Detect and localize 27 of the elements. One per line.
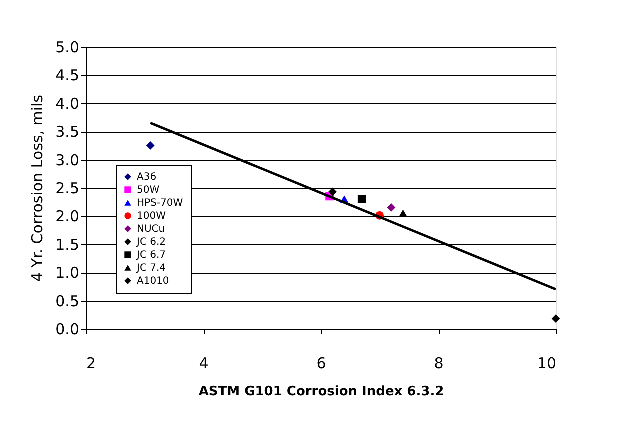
y-tick-label: 3.0 — [56, 151, 80, 170]
legend-label: HPS-70W — [137, 198, 184, 209]
x-tick-label: 6 — [316, 354, 326, 372]
y-tick-label: 2.0 — [56, 208, 80, 226]
legend-label: JC 6.2 — [136, 237, 166, 248]
legend-label: 50W — [137, 185, 160, 196]
legend-label: JC 7.4 — [136, 263, 166, 274]
legend-label: A36 — [137, 172, 157, 183]
y-tick-label: 3.5 — [56, 123, 80, 142]
legend-label: 100W — [137, 211, 166, 222]
x-tick-label: 4 — [199, 354, 209, 372]
y-tick-label: 4.0 — [56, 94, 80, 113]
x-axis-title: ASTM G101 Corrosion Index 6.3.2 — [198, 384, 444, 400]
y-axis-title: 4 Yr. Corrosion Loss, mils — [28, 94, 47, 282]
y-tick-label: 0.0 — [56, 320, 80, 338]
y-tick-label: 1.5 — [56, 236, 80, 254]
x-tick-label: 8 — [434, 354, 444, 372]
legend-label: JC 6.7 — [136, 250, 166, 261]
y-tick-label: 0.5 — [56, 292, 80, 310]
x-tick-label: 2 — [86, 354, 96, 372]
y-tick-label: 4.5 — [56, 66, 80, 85]
y-tick-label: 2.5 — [56, 180, 80, 198]
y-tick-label: 5.0 — [56, 38, 80, 56]
x-tick-label: 10 — [537, 354, 556, 372]
legend-label: A1010 — [137, 276, 170, 287]
y-tick-label: 1.0 — [56, 264, 80, 282]
legend-label: NUCu — [137, 224, 166, 235]
